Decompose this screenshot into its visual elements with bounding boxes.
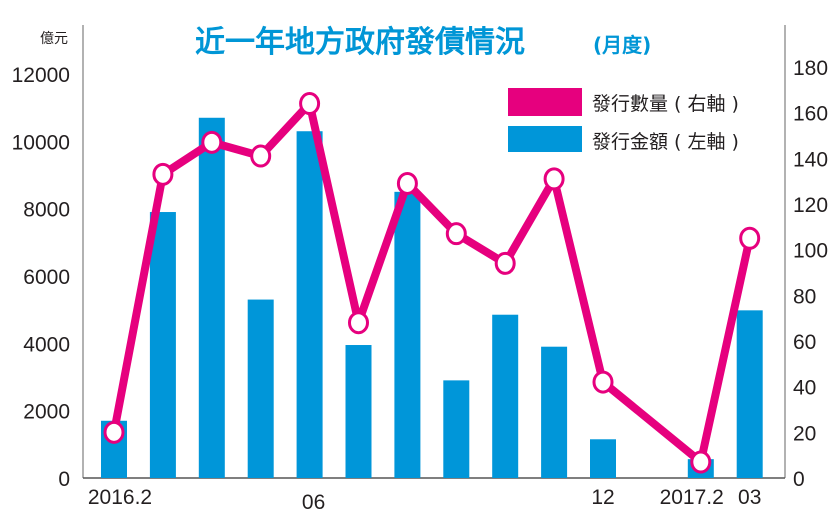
x-tick-label: 06 xyxy=(302,491,325,514)
right-tick-label: 20 xyxy=(793,422,816,445)
bar-2016.3 xyxy=(149,212,176,479)
bar-2016.10 xyxy=(492,314,519,478)
axis-ticks: 0 2000 4000 6000 8000 10000 12000 0 20 40 60 80 100 1… xyxy=(12,57,828,514)
line-series xyxy=(103,92,761,474)
bar-series xyxy=(101,117,763,479)
right-tick-label: 40 xyxy=(793,377,816,400)
x-tick-label: 2016.2 xyxy=(88,486,152,509)
bar-2016.11 xyxy=(541,346,568,478)
right-tick-label: 80 xyxy=(793,285,816,308)
point-2016.6 xyxy=(299,92,321,116)
point-2016.12 xyxy=(592,370,614,394)
left-tick-label: 6000 xyxy=(23,266,70,289)
legend: 發行數量 ( 右軸 ) 發行金額 ( 左軸 ) xyxy=(508,88,739,153)
bar-2017.3 xyxy=(736,310,763,478)
left-tick-label: 8000 xyxy=(23,199,70,222)
point-2016.7 xyxy=(348,311,369,335)
legend-swatch-count xyxy=(508,88,582,116)
bar-2016.6 xyxy=(296,131,323,478)
point-2016.8 xyxy=(396,171,418,195)
left-tick-label: 2000 xyxy=(23,401,70,424)
x-tick-label: 03 xyxy=(738,486,761,509)
legend-label-count: 發行數量 ( 右軸 ) xyxy=(592,93,739,115)
right-tick-label: 140 xyxy=(793,148,828,171)
left-tick-label: 0 xyxy=(58,468,70,491)
right-tick-label: 120 xyxy=(793,194,828,217)
chart-title: 近一年地方政府發債情況 xyxy=(195,25,525,60)
x-tick-label: 12 xyxy=(591,486,614,509)
left-tick-label: 12000 xyxy=(12,64,70,87)
point-2017.3 xyxy=(739,226,761,250)
right-tick-label: 60 xyxy=(793,331,816,354)
point-2017.2 xyxy=(690,450,712,474)
left-tick-label: 4000 xyxy=(23,333,70,356)
legend-label-amount: 發行金額 ( 左軸 ) xyxy=(592,131,739,153)
point-2016.2 xyxy=(103,420,125,444)
point-2016.10 xyxy=(494,251,516,275)
bar-2016.12 xyxy=(590,439,616,478)
right-tick-label: 100 xyxy=(793,240,828,263)
bar-2016.4 xyxy=(198,117,225,479)
bar-2016.8 xyxy=(394,191,421,479)
bar-2016.7 xyxy=(345,345,372,478)
bar-2016.5 xyxy=(247,299,274,478)
point-2016.3 xyxy=(152,162,174,186)
bar-2016.9 xyxy=(443,380,470,478)
point-2016.9 xyxy=(445,222,467,246)
left-tick-label: 10000 xyxy=(12,131,70,154)
right-tick-label: 0 xyxy=(793,468,805,491)
chart-title-suffix: (月度) xyxy=(593,33,651,57)
right-tick-label: 160 xyxy=(793,103,828,126)
x-tick-label: 2017.2 xyxy=(660,486,724,509)
right-tick-label: 180 xyxy=(793,57,828,80)
left-axis-unit: 億元 xyxy=(40,31,68,47)
legend-swatch-amount xyxy=(508,126,582,152)
point-2016.5 xyxy=(250,144,272,168)
point-2016.4 xyxy=(201,130,223,154)
point-2016.11 xyxy=(543,167,565,191)
